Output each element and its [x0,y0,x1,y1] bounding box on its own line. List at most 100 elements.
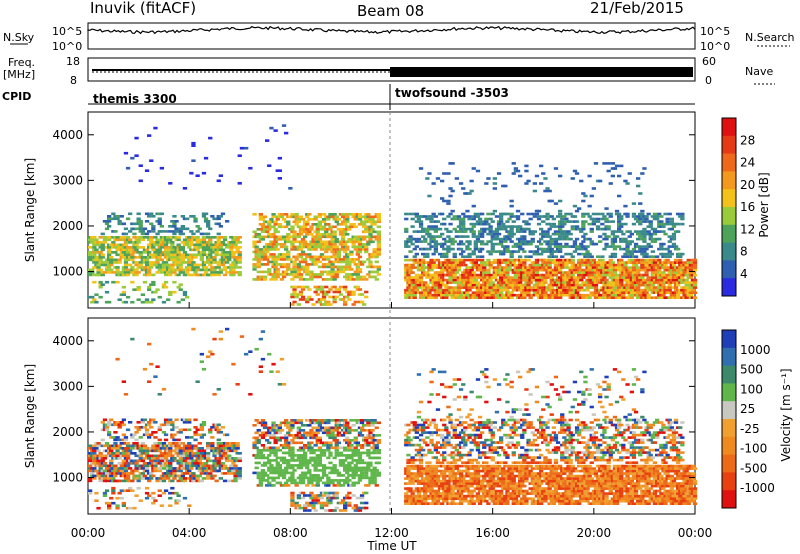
heat-cell [625,212,630,216]
heat-cell [340,248,346,251]
heat-cell [168,418,173,422]
heat-cell [621,255,626,258]
heat-cell [281,275,287,279]
heat-cell [185,472,190,475]
heat-cell [437,291,443,294]
heat-cell [501,252,506,256]
heat-cell [612,237,618,241]
heat-cell [168,474,173,478]
heat-cell [555,281,561,284]
heat-cell [326,278,331,281]
heat-cell [225,253,230,257]
heat-cell [182,467,188,470]
heat-cell [172,467,177,470]
heat-cell [144,298,150,301]
heat-cell [338,268,344,271]
heat-cell [100,271,105,274]
heat-cell [225,271,230,274]
heat-cell [307,263,312,266]
heat-cell [142,474,148,478]
heat-cell [562,276,567,279]
heat-cell [579,247,584,251]
heat-cell [96,444,101,448]
heat-cell [471,250,476,253]
heat-cell [233,467,238,470]
heat-cell [467,215,472,218]
heat-cell [492,177,497,180]
heat-cell [180,258,185,262]
heat-cell [201,215,207,218]
heat-cell [199,479,204,483]
heat-cell [528,263,533,267]
heat-cell [201,241,207,244]
heat-cell [117,220,122,223]
heat-cell [338,285,344,289]
heat-cell [587,273,592,277]
heat-cell [170,421,175,424]
heat-cell [298,255,304,259]
heat-cell [340,215,346,219]
heat-cell [300,295,306,299]
heat-cell [258,228,263,231]
heat-cell [404,273,409,277]
heat-cell [475,215,481,218]
heat-cell [591,222,596,226]
heat-cell [305,255,310,259]
heat-cell [288,273,293,276]
heat-cell [113,230,118,233]
heat-cell [602,232,607,236]
heat-cell [294,255,299,259]
heat-cell [220,241,226,244]
heat-cell [591,187,596,190]
heat-cell [258,253,263,256]
heat-cell [286,255,291,259]
heat-cell [195,263,200,267]
heat-cell [294,258,299,261]
heat-cell [180,241,185,244]
heat-cell [115,268,120,272]
heat-cell [292,233,297,236]
heat-cell [646,266,651,269]
heat-cell [585,212,590,216]
heat-cell [195,238,200,242]
heat-cell [100,246,105,249]
heat-cell [321,290,327,294]
heat-cell [368,215,373,219]
heat-cell [267,268,272,271]
heat-cell [149,477,154,480]
heat-cell [376,253,381,256]
heat-cell [349,273,354,276]
heat-cell [104,442,110,445]
heat-cell [102,263,108,267]
heat-cell [376,250,381,254]
heat-cell [627,266,632,269]
heat-cell [321,255,327,259]
heat-cell [572,250,578,253]
heat-cell [235,248,240,252]
heat-cell [290,213,295,216]
heat-cell [631,222,637,226]
heat-cell [305,300,310,304]
heat-cell [288,235,293,239]
heat-cell [553,225,559,228]
heat-cell [486,288,491,292]
heat-cell [340,260,346,264]
heat-cell [140,238,145,242]
heat-cell [496,268,502,272]
nsky-ytick-bottom: 10^0 [52,40,82,53]
heat-cell [161,431,167,434]
heat-cell [657,258,662,262]
heat-cell [488,252,493,256]
heat-cell [142,462,148,465]
heat-cell [431,227,436,231]
heat-cell [429,220,434,223]
heat-cell [313,223,318,226]
heat-cell [94,258,99,262]
heat-cell [625,278,630,282]
heat-cell [499,215,504,218]
heat-cell [298,268,304,271]
heat-cell [96,266,101,269]
heat-cell [100,457,105,460]
heat-cell [347,228,352,231]
heat-cell [166,472,171,475]
